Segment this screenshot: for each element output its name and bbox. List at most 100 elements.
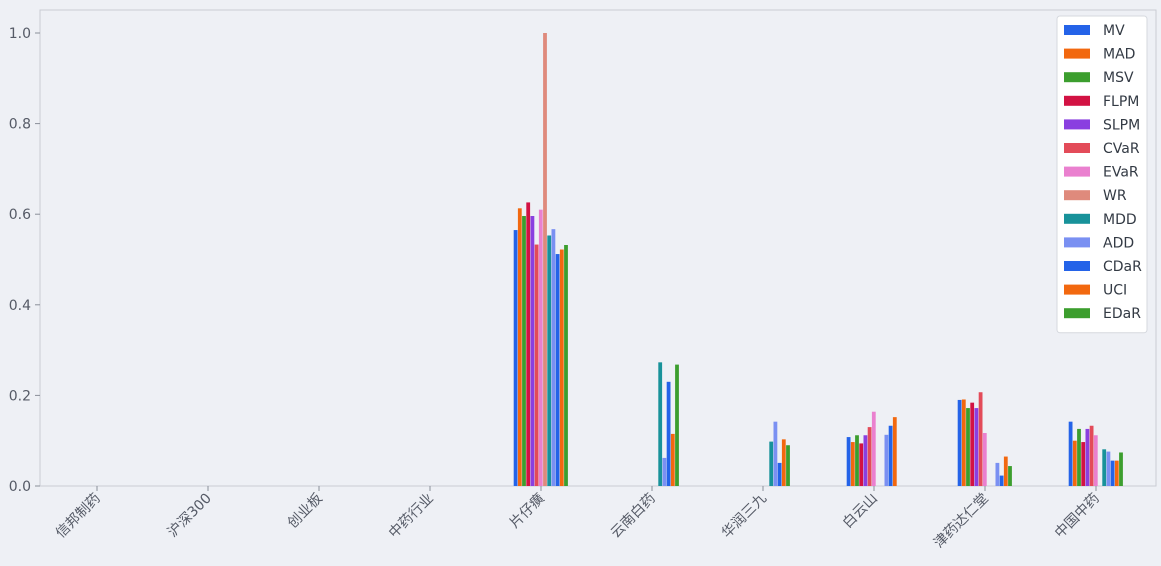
bar-edar-9 <box>1119 452 1123 486</box>
bar-uci-8 <box>1003 456 1008 486</box>
legend-label-flpm: FLPM <box>1103 94 1139 110</box>
legend-label-uci: UCI <box>1103 283 1127 299</box>
bar-msv-8 <box>966 408 970 486</box>
bar-mv-8 <box>957 399 962 486</box>
bar-mdd-6 <box>769 441 774 486</box>
y-tick-label: 1.0 <box>9 26 31 42</box>
bar-edar-6 <box>786 445 790 486</box>
bar-evar-4 <box>538 209 543 487</box>
legend-label-edar: EDaR <box>1103 306 1141 322</box>
legend-swatch-wr <box>1064 190 1090 201</box>
bar-cdar-7 <box>888 425 893 486</box>
bar-mad-4 <box>517 208 522 486</box>
bar-mdd-5 <box>658 362 663 486</box>
bar-add-7 <box>884 434 889 486</box>
bar-cvar-9 <box>1089 425 1094 486</box>
bar-flpm-9 <box>1081 442 1086 486</box>
x-tick-label: 片仔癀 <box>506 490 548 532</box>
bar-evar-8 <box>982 433 987 486</box>
bar-cdar-8 <box>999 475 1004 486</box>
bar-flpm-4 <box>526 202 531 487</box>
legend-swatch-slpm <box>1064 119 1090 130</box>
bar-add-9 <box>1106 451 1111 486</box>
bar-mad-8 <box>961 399 966 486</box>
bar-evar-9 <box>1093 435 1098 486</box>
x-axis: 信邦制药 沪深300 创业板 中药行业 片仔癀 云南白药 华润三九 白云山 津药达仁堂 中国中药 <box>53 486 1103 551</box>
bar-slpm-9 <box>1085 428 1090 486</box>
y-tick-label: 0.6 <box>9 207 31 223</box>
bar-slpm-8 <box>974 408 979 486</box>
legend-label-mv: MV <box>1103 23 1125 39</box>
bar-mdd-9 <box>1102 449 1107 486</box>
bar-add-5 <box>662 457 667 486</box>
bar-wr-4 <box>543 33 547 486</box>
legend-label-wr: WR <box>1103 188 1127 204</box>
bar-cdar-9 <box>1110 460 1115 486</box>
legend-label-mad: MAD <box>1103 47 1135 63</box>
legend-label-evar: EVaR <box>1103 165 1139 181</box>
x-tick-label: 创业板 <box>285 491 326 532</box>
bar-mv-9 <box>1068 421 1073 486</box>
x-tick-label: 华润三九 <box>719 491 770 542</box>
legend-label-mdd: MDD <box>1103 212 1137 228</box>
bar-cdar-4 <box>555 254 560 486</box>
bar-mad-7 <box>850 442 855 486</box>
legend-swatch-flpm <box>1064 95 1090 106</box>
legend: MV MAD MSV FLPM SLPM CVaR EVaR WR MDD ADD CDaR UCI E… <box>1056 15 1148 334</box>
plot-area <box>39 9 1157 487</box>
bar-uci-4 <box>559 249 564 486</box>
y-tick-label: 0.4 <box>9 298 31 314</box>
x-tick-label: 云南白药 <box>608 491 659 542</box>
legend-label-add: ADD <box>1103 235 1134 251</box>
bar-edar-8 <box>1008 466 1012 486</box>
legend-swatch-mdd <box>1064 213 1090 224</box>
legend-swatch-add <box>1064 237 1090 248</box>
bar-msv-4 <box>522 216 526 486</box>
legend-label-msv: MSV <box>1103 70 1134 86</box>
legend-swatch-cdar <box>1064 261 1090 271</box>
bar-add-4 <box>551 229 556 486</box>
bar-cdar-5 <box>666 381 671 486</box>
bar-cvar-4 <box>534 244 539 486</box>
x-tick-label: 白云山 <box>840 491 881 532</box>
bar-slpm-7 <box>863 435 868 486</box>
bar-flpm-7 <box>859 443 864 486</box>
bar-cvar-8 <box>978 392 983 486</box>
bar-msv-7 <box>855 435 859 486</box>
x-tick-label: 信邦制药 <box>53 491 104 542</box>
bar-cdar-6 <box>777 462 782 486</box>
x-tick-label: 中国中药 <box>1052 491 1103 542</box>
x-tick-label: 沪深300 <box>165 491 215 541</box>
legend-box <box>1056 15 1148 334</box>
legend-swatch-mad <box>1064 48 1090 59</box>
bar-edar-5 <box>675 364 679 486</box>
bars-group <box>513 33 1123 487</box>
legend-label-slpm: SLPM <box>1103 117 1140 133</box>
bar-mv-4 <box>513 230 518 486</box>
legend-swatch-msv <box>1064 72 1090 83</box>
bar-flpm-8 <box>970 402 975 486</box>
legend-swatch-mv <box>1064 25 1090 35</box>
legend-swatch-cvar <box>1064 143 1090 153</box>
bar-mv-7 <box>846 437 851 486</box>
bar-mdd-4 <box>547 235 552 486</box>
bar-add-6 <box>773 421 778 486</box>
legend-swatch-uci <box>1064 284 1090 295</box>
bar-slpm-4 <box>530 216 535 486</box>
y-tick-label: 0.0 <box>9 479 31 495</box>
bar-uci-5 <box>670 433 675 486</box>
bar-uci-9 <box>1114 460 1119 486</box>
x-tick-label: 津药达仁堂 <box>931 491 992 552</box>
bar-uci-6 <box>781 439 786 486</box>
bar-uci-7 <box>892 417 897 486</box>
bar-evar-7 <box>871 411 876 486</box>
bar-edar-4 <box>564 245 568 486</box>
legend-swatch-edar <box>1064 308 1090 319</box>
bar-mad-9 <box>1072 440 1077 486</box>
bar-cvar-7 <box>867 427 872 486</box>
bar-add-8 <box>995 462 1000 486</box>
legend-swatch-evar <box>1064 166 1090 177</box>
legend-label-cvar: CVaR <box>1103 141 1140 157</box>
y-tick-label: 0.2 <box>9 388 31 404</box>
